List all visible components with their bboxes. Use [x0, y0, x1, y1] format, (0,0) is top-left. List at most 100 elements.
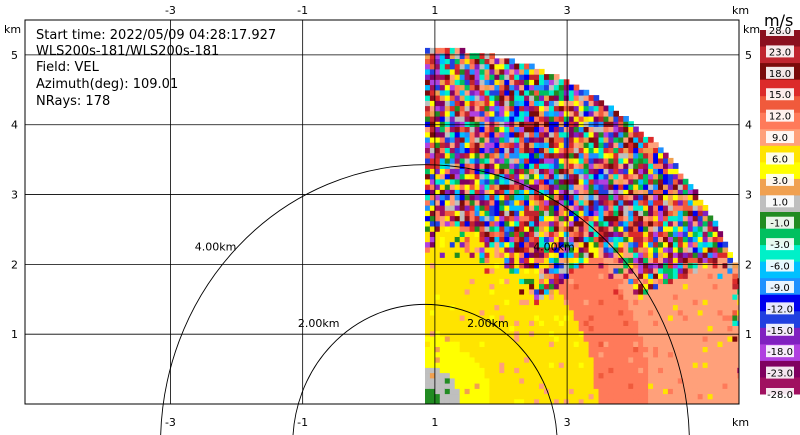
velocity-cell	[429, 100, 436, 107]
velocity-cell	[727, 273, 733, 279]
velocity-cell	[643, 199, 649, 206]
velocity-cell	[628, 346, 634, 353]
velocity-cell	[687, 262, 694, 269]
velocity-cell	[539, 393, 545, 400]
velocity-cell	[454, 63, 461, 70]
velocity-cell	[682, 231, 689, 237]
velocity-cell	[539, 325, 545, 332]
velocity-cell	[677, 283, 684, 290]
velocity-cell	[558, 320, 565, 326]
velocity-cell	[474, 236, 481, 243]
velocity-cell	[425, 267, 431, 274]
velocity-cell	[697, 273, 704, 279]
velocity-cell	[544, 126, 550, 133]
velocity-cell	[598, 372, 605, 379]
velocity-cell	[677, 383, 684, 389]
velocity-cell	[558, 346, 565, 353]
velocity-cell	[603, 273, 610, 279]
velocity-cell	[598, 356, 605, 363]
velocity-cell	[598, 147, 605, 154]
velocity-cell	[534, 252, 540, 258]
velocity-cell	[588, 309, 595, 316]
velocity-cell	[643, 267, 649, 274]
velocity-cell	[628, 294, 634, 300]
velocity-cell	[563, 236, 570, 243]
velocity-cell	[593, 367, 600, 374]
velocity-cell	[464, 231, 471, 237]
velocity-cell	[598, 157, 605, 164]
velocity-cell	[603, 226, 610, 232]
velocity-cell	[529, 220, 535, 227]
velocity-cell	[648, 147, 654, 154]
velocity-cell	[707, 398, 714, 404]
velocity-cell	[434, 95, 441, 101]
velocity-cell	[429, 398, 436, 404]
velocity-cell	[504, 142, 510, 148]
velocity-cell	[469, 346, 476, 353]
velocity-cell	[524, 95, 530, 101]
velocity-cell	[469, 79, 476, 86]
velocity-cell	[499, 283, 505, 290]
velocity-cell	[658, 283, 664, 290]
velocity-cell	[474, 367, 481, 374]
velocity-cell	[697, 199, 704, 206]
velocity-cell	[529, 388, 535, 395]
velocity-cell	[573, 126, 580, 133]
velocity-cell	[454, 367, 461, 374]
velocity-cell	[628, 126, 634, 133]
velocity-cell	[548, 199, 555, 206]
velocity-cell	[568, 105, 575, 112]
velocity-cell	[667, 367, 674, 374]
velocity-cell	[439, 110, 446, 117]
velocity-cell	[737, 325, 739, 332]
velocity-cell	[697, 372, 704, 379]
velocity-cell	[578, 383, 585, 389]
velocity-cell	[697, 257, 704, 264]
velocity-cell	[474, 131, 481, 138]
velocity-cell	[687, 372, 694, 379]
velocity-cell	[454, 68, 461, 75]
velocity-cell	[548, 205, 555, 211]
velocity-cell	[598, 304, 605, 311]
velocity-cell	[499, 257, 505, 264]
velocity-cell	[677, 335, 684, 342]
velocity-cell	[578, 299, 585, 306]
velocity-cell	[618, 131, 624, 138]
velocity-cell	[568, 131, 575, 138]
velocity-cell	[643, 362, 649, 368]
velocity-cell	[459, 367, 466, 374]
velocity-cell	[499, 189, 505, 196]
velocity-cell	[603, 377, 610, 384]
velocity-cell	[519, 68, 525, 75]
velocity-cell	[548, 147, 555, 154]
velocity-cell	[707, 356, 714, 363]
velocity-cell	[469, 356, 476, 363]
velocity-cell	[469, 267, 476, 274]
velocity-cell	[544, 273, 550, 279]
velocity-cell	[454, 241, 461, 248]
velocity-cell	[484, 68, 491, 75]
velocity-cell	[648, 226, 654, 232]
velocity-cell	[434, 126, 441, 133]
velocity-cell	[544, 147, 550, 154]
velocity-cell	[608, 335, 614, 342]
velocity-cell	[484, 63, 491, 70]
velocity-cell	[588, 194, 595, 201]
velocity-cell	[692, 309, 699, 316]
velocity-cell	[514, 189, 520, 196]
velocity-cell	[692, 362, 699, 368]
colorbar: 28.023.018.015.012.09.06.03.01.0-1.0-3.0…	[760, 24, 800, 401]
velocity-cell	[623, 210, 629, 217]
velocity-cell	[489, 367, 495, 374]
velocity-cell	[732, 278, 738, 285]
velocity-cell	[499, 236, 505, 243]
velocity-cell	[568, 210, 575, 217]
velocity-cell	[568, 320, 575, 326]
velocity-cell	[519, 356, 525, 363]
velocity-cell	[613, 393, 619, 400]
velocity-cell	[613, 178, 619, 185]
velocity-cell	[459, 163, 466, 169]
velocity-cell	[633, 367, 639, 374]
velocity-cell	[494, 309, 500, 316]
velocity-cell	[682, 178, 689, 185]
